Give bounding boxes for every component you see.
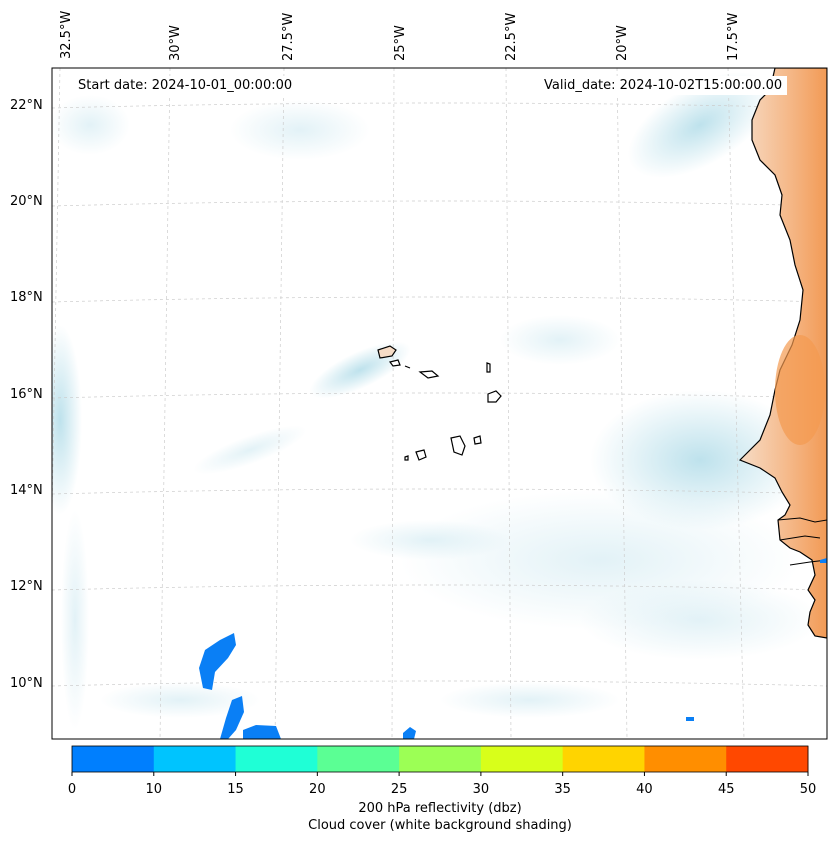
cape-verde-islands [377,345,502,461]
colorbar [71,745,809,776]
colorbar-tick-label: 0 [67,782,77,797]
lon-label-20w: 20°W [615,25,630,61]
africa-coast [738,68,827,639]
colorbar-tick-label: 35 [554,782,571,797]
lat-label-14n: 14°N [10,483,43,498]
colorbar-tick-label: 25 [390,782,408,797]
colorbar-tick-label: 20 [309,782,326,797]
colorbar-tick-label: 40 [636,782,653,797]
start-date-label: Start date: 2024-10-01_00:00:00 [73,76,298,95]
colorbar-tick-label: 50 [799,782,817,797]
colorbar-frame [71,745,809,773]
colorbar-segment [480,746,564,772]
lon-label-30w: 30°W [168,25,183,61]
map-frame [51,67,828,740]
valid-date-label: Valid_date: 2024-10-02T15:00:00.00 [539,76,788,95]
lat-label-22n: 22°N [10,98,43,113]
reflectivity-cells [199,558,827,739]
lon-label-32-5w: 32.5°W [59,10,74,59]
lon-label-25w: 25°W [393,25,408,61]
cloud-cover-shading [52,72,820,730]
colorbar-tick-label: 10 [145,782,163,797]
gridlines [52,68,827,739]
colorbar-segment [726,746,809,772]
map-area [52,68,827,739]
colorbar-tick-label: 30 [472,782,490,797]
lon-label-17-5w: 17.5°W [726,12,741,61]
lon-label-22-5w: 22.5°W [504,12,519,61]
colorbar-tick-label: 45 [717,782,735,797]
lat-label-20n: 20°N [10,194,43,209]
lon-label-27-5w: 27.5°W [281,12,296,61]
lat-label-12n: 12°N [10,579,43,594]
colorbar-segment [72,746,155,772]
colorbar-tick-label: 15 [227,782,244,797]
colorbar-segment [153,746,237,772]
colorbar-label-cloud: Cloud cover (white background shading) [308,818,572,833]
colorbar-segment [644,746,727,772]
lat-label-18n: 18°N [10,290,43,305]
lat-label-16n: 16°N [10,387,43,402]
colorbar-label-reflectivity: 200 hPa reflectivity (dbz) [358,801,522,816]
colorbar-segment [235,746,318,772]
colorbar-segment [399,746,482,772]
colorbar-segment [562,746,645,772]
colorbar-segment [317,746,400,772]
lat-label-10n: 10°N [10,676,43,691]
